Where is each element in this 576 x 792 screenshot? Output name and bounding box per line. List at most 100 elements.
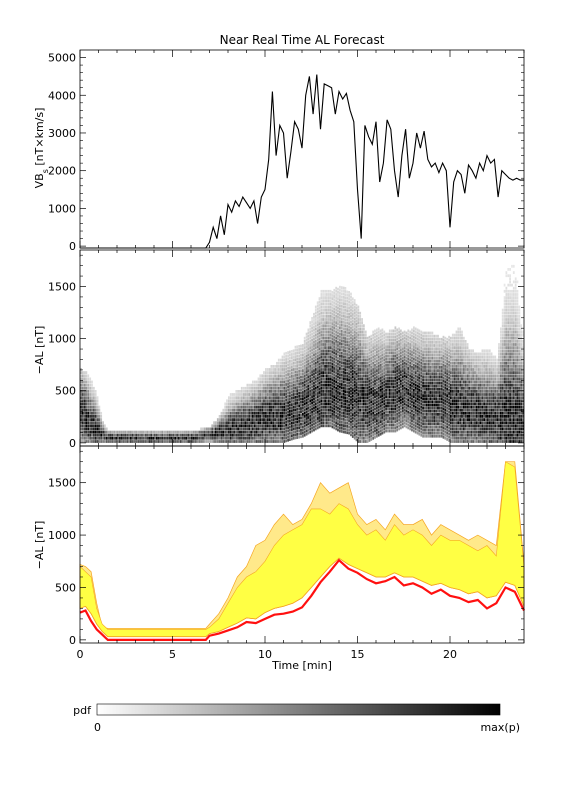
pdf-cell [413, 389, 415, 392]
pdf-cell [294, 402, 297, 405]
pdf-cell [376, 344, 378, 347]
pdf-cell [281, 424, 284, 428]
pdf-cell [342, 408, 345, 412]
pdf-cell [313, 372, 315, 376]
pdf-cell [357, 361, 360, 365]
pdf-cell [257, 424, 260, 428]
pdf-cell [414, 374, 417, 378]
pdf-cell [316, 385, 319, 389]
pdf-cell [83, 374, 86, 378]
pdf-cell [333, 398, 336, 402]
pdf-cell [253, 399, 256, 403]
pdf-cell [137, 436, 140, 440]
pdf-cell [405, 372, 408, 376]
pdf-cell [348, 416, 350, 419]
pdf-cell [327, 368, 330, 371]
pdf-cell [366, 343, 369, 346]
pdf-cell [403, 340, 406, 343]
pdf-cell [105, 433, 108, 437]
pdf-cell [324, 393, 326, 396]
pdf-cell [318, 397, 321, 401]
pdf-cell [250, 430, 252, 434]
pdf-cell [287, 388, 289, 392]
pdf-cell [350, 305, 352, 308]
pdf-cell [189, 433, 191, 437]
pdf-cell [285, 376, 288, 380]
pdf-cell [464, 349, 467, 353]
pdf-cell [470, 433, 473, 437]
pdf-cell [350, 377, 352, 380]
pdf-cell [331, 325, 334, 329]
pdf-cell [329, 299, 332, 303]
pdf-cell [89, 411, 92, 415]
pdf-cell [187, 436, 190, 440]
pdf-cell [318, 381, 321, 385]
pdf-cell [442, 354, 445, 358]
pdf-cell [253, 424, 256, 428]
pdf-cell [298, 426, 301, 430]
pdf-cell [289, 397, 291, 401]
pdf-cell [466, 402, 469, 406]
pdf-cell [357, 311, 360, 315]
pdf-cell [244, 433, 247, 437]
pdf-cell [240, 408, 243, 412]
pdf-cell [424, 428, 426, 432]
pdf-cell [274, 424, 276, 428]
pdf-cell [322, 390, 325, 393]
pdf-cell [472, 371, 474, 374]
pdf-cell [335, 289, 338, 293]
pdf-cell [235, 415, 238, 418]
pdf-cell [81, 402, 84, 406]
pdf-cell [326, 374, 328, 378]
pdf-cell [302, 362, 304, 366]
pdf-cell [350, 399, 352, 402]
pdf-cell [322, 421, 325, 425]
pdf-cell [224, 408, 227, 412]
pdf-cell [255, 383, 258, 387]
pdf-cell [265, 368, 267, 371]
pdf-cell [468, 430, 471, 434]
pdf-cell [470, 386, 473, 390]
pdf-cell [372, 408, 375, 412]
pdf-cell [370, 350, 373, 354]
pdf-cell [337, 328, 339, 332]
pdf-cell [266, 436, 269, 440]
pdf-cell [407, 329, 410, 333]
pdf-cell [388, 370, 391, 373]
pdf-cell [437, 369, 439, 372]
pdf-cell [394, 373, 397, 377]
pdf-cell [322, 289, 325, 293]
pdf-cell [318, 387, 321, 391]
pdf-cell [257, 383, 260, 387]
pdf-cell [85, 430, 88, 434]
pdf-cell [216, 430, 219, 434]
pdf-cell [320, 371, 323, 374]
pdf-cell [277, 424, 280, 428]
pdf-cell [364, 399, 367, 403]
pdf-cell [316, 335, 319, 339]
pdf-cell [316, 326, 319, 330]
pdf-cell [324, 289, 326, 293]
pdf-cell [246, 396, 249, 400]
pdf-cell [331, 297, 334, 300]
pdf-cell [83, 399, 86, 403]
pdf-cell [429, 394, 432, 397]
pdf-cell [472, 424, 474, 428]
pdf-cell [322, 365, 325, 368]
pdf-cell [422, 409, 424, 413]
pdf-cell [266, 430, 269, 434]
pdf-cell [468, 396, 471, 400]
pdf-cell [176, 436, 178, 440]
pdf-cell [420, 377, 423, 381]
pdf-cell [464, 340, 467, 343]
pdf-cell [346, 365, 349, 369]
pdf-cell [425, 356, 428, 360]
pdf-cell [329, 399, 332, 403]
pdf-cell [368, 367, 371, 370]
pdf-cell [322, 396, 325, 400]
pdf-cell [168, 433, 171, 437]
pdf-cell [248, 421, 251, 425]
pdf-cell [453, 355, 456, 359]
pdf-cell [94, 427, 97, 431]
pdf-cell [224, 405, 227, 409]
